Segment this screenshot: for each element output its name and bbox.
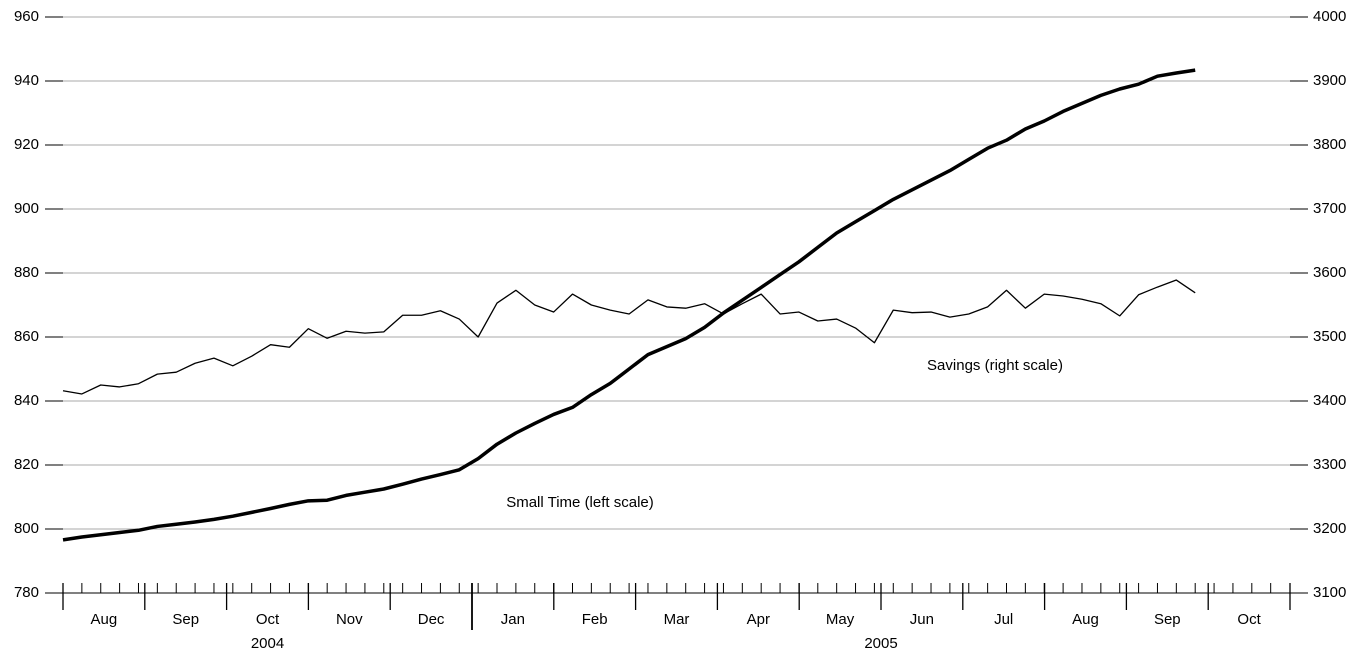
y-tick-label: 780	[14, 584, 39, 601]
y-tick-label: 820	[14, 456, 39, 473]
y-tick-label: 900	[14, 200, 39, 217]
x-tick-label: Jul	[994, 611, 1013, 628]
x-tick-label: Aug	[1072, 611, 1099, 628]
x-tick-label: Feb	[582, 611, 608, 628]
x-tick-label: Dec	[418, 611, 445, 628]
series-label: Savings (right scale)	[927, 357, 1063, 374]
x-tick-label: Oct	[256, 611, 280, 628]
y-tick-label: 800	[14, 520, 39, 537]
x-tick-label: Sep	[172, 611, 199, 628]
x-tick-label: Jun	[910, 611, 934, 628]
y2-tick-label: 3200	[1313, 520, 1346, 537]
x-tick-label: Mar	[664, 611, 690, 628]
x-tick-label: May	[826, 611, 855, 628]
y-tick-label: 960	[14, 8, 39, 25]
y2-tick-label: 3100	[1313, 584, 1346, 601]
series-line	[62, 68, 1196, 542]
series-label: Small Time (left scale)	[506, 494, 654, 511]
y2-tick-label: 3300	[1313, 456, 1346, 473]
x-tick-label: Aug	[91, 611, 118, 628]
y-tick-label: 940	[14, 72, 39, 89]
y2-tick-label: 3800	[1313, 136, 1346, 153]
year-label: 2005	[864, 635, 897, 652]
x-tick-label: Oct	[1237, 611, 1261, 628]
y-tick-label: 880	[14, 264, 39, 281]
y-tick-label: 840	[14, 392, 39, 409]
y-tick-label: 920	[14, 136, 39, 153]
y2-tick-label: 4000	[1313, 8, 1346, 25]
x-tick-label: Jan	[501, 611, 525, 628]
x-tick-label: Apr	[747, 611, 770, 628]
x-tick-label: Nov	[336, 611, 363, 628]
series-line	[62, 279, 1196, 395]
y2-tick-label: 3900	[1313, 72, 1346, 89]
y2-tick-label: 3700	[1313, 200, 1346, 217]
y-tick-label: 860	[14, 328, 39, 345]
year-label: 2004	[251, 635, 284, 652]
y2-tick-label: 3400	[1313, 392, 1346, 409]
x-tick-label: Sep	[1154, 611, 1181, 628]
y2-tick-label: 3600	[1313, 264, 1346, 281]
y2-tick-label: 3500	[1313, 328, 1346, 345]
